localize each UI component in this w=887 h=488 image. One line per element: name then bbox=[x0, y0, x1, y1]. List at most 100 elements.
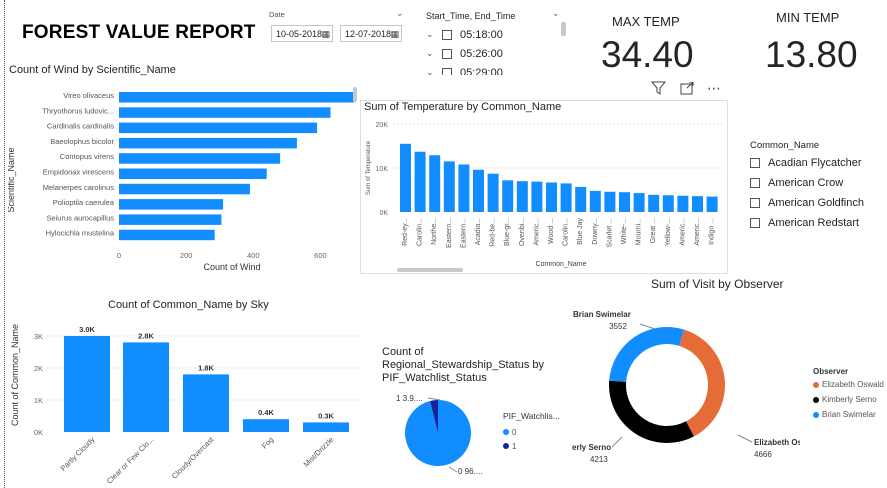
bar bbox=[119, 168, 267, 179]
tick-label: Carolin... bbox=[417, 218, 424, 246]
legend-dot bbox=[813, 411, 819, 418]
focus-mode-icon[interactable] bbox=[680, 81, 694, 100]
donut-legend: Elizabeth Oswald Kimberly Serno Brian Sw… bbox=[813, 377, 884, 422]
y-axis-title: Scientific_Name bbox=[8, 147, 16, 212]
checkbox[interactable] bbox=[442, 67, 452, 75]
legend-label: Kimberly Serno bbox=[822, 395, 877, 404]
start-date-input[interactable]: 10-05-2018 ▦ bbox=[271, 25, 333, 42]
tick-label: Mourni... bbox=[636, 218, 643, 245]
bar bbox=[119, 153, 281, 164]
min-temp-value: 13.80 bbox=[765, 34, 858, 75]
bar bbox=[546, 182, 557, 212]
tick-label: Eastern... bbox=[446, 218, 453, 248]
tick-label: Wood ... bbox=[548, 218, 555, 244]
leader-line bbox=[611, 436, 623, 448]
pie-slice bbox=[429, 400, 438, 433]
donut-slice bbox=[679, 329, 725, 437]
more-options-icon[interactable]: ⋯ bbox=[707, 80, 722, 96]
legend-dot bbox=[813, 381, 819, 388]
chevron-down-icon[interactable]: ⌄ bbox=[426, 29, 434, 39]
bar bbox=[183, 374, 229, 432]
stewardship-chart-title: Count of Regional_Stewardship_Status by … bbox=[382, 346, 545, 384]
legend-dot bbox=[503, 429, 509, 435]
scrollbar[interactable] bbox=[397, 268, 463, 272]
common-name-slicer-item[interactable]: American Crow bbox=[750, 173, 864, 193]
bar bbox=[706, 196, 718, 212]
chevron-down-icon[interactable]: ⌄ bbox=[426, 67, 434, 75]
legend-item[interactable]: Kimberly Serno bbox=[813, 392, 884, 407]
legend-label: 1 bbox=[512, 441, 517, 451]
tick-label: Cardinalis cardinalis bbox=[47, 122, 114, 131]
scrollbar[interactable] bbox=[353, 87, 357, 102]
checkbox[interactable] bbox=[750, 158, 760, 168]
tick-label: Blue Jay bbox=[577, 218, 584, 245]
tick-label: 400 bbox=[247, 251, 260, 260]
tick-label: Melanerpes carolinus bbox=[43, 183, 115, 192]
common-name-slicer-item[interactable]: American Goldfinch bbox=[750, 193, 864, 213]
tick-label: Hylocichla mustelina bbox=[46, 229, 115, 238]
checkbox[interactable] bbox=[442, 48, 452, 59]
filter-icon[interactable] bbox=[650, 81, 667, 100]
legend-item[interactable]: Brian Swimelar bbox=[813, 407, 884, 422]
bar bbox=[473, 169, 484, 212]
time-slicer-item[interactable]: ⌄ 05:18:00 bbox=[426, 25, 556, 44]
sky-chart-title: Count of Common_Name by Sky bbox=[108, 299, 269, 311]
tick-label: Thryothorus ludovic... bbox=[42, 106, 114, 115]
bar bbox=[64, 336, 110, 432]
bar bbox=[119, 137, 297, 149]
bar bbox=[119, 214, 222, 225]
checkbox[interactable] bbox=[442, 29, 452, 40]
legend-dot bbox=[813, 396, 819, 403]
tick-label: Carolin... bbox=[563, 218, 570, 246]
time-slicer-label: Start_Time, End_Time bbox=[426, 11, 516, 21]
time-slicer-item-label: 05:29:00 bbox=[460, 66, 503, 76]
common-name-slicer-item[interactable]: Acadian Flycatcher bbox=[750, 153, 864, 173]
stewardship-pie-chart: 1 3.9.... 0 96.... bbox=[396, 394, 482, 476]
tick-label: Americ... bbox=[694, 218, 701, 246]
tick-label: Baeolophus bicolor bbox=[50, 137, 114, 146]
tick-label: 20K bbox=[376, 122, 389, 129]
tick-label: Mist/Drizzle bbox=[302, 435, 336, 469]
tick-label: Empidonax virescens bbox=[43, 168, 115, 177]
checkbox[interactable] bbox=[750, 178, 760, 188]
donut-slice bbox=[609, 380, 694, 443]
tick-label: Polioptila caerulea bbox=[53, 198, 115, 207]
legend-item[interactable]: 1 bbox=[503, 439, 516, 453]
y-axis-title: Sum of Temperature bbox=[366, 140, 372, 195]
time-slicer-item[interactable]: ⌄ 05:29:00 bbox=[426, 63, 556, 75]
bar bbox=[303, 422, 349, 432]
common-name-slicer-item-label: Acadian Flycatcher bbox=[768, 157, 862, 169]
bar bbox=[119, 229, 215, 241]
observer-donut-chart: Brian Swimelar 3552 Elizabeth Os... 4666 erl… bbox=[572, 310, 800, 464]
bar bbox=[560, 183, 572, 212]
tick-label: Great ... bbox=[650, 218, 657, 243]
chevron-down-icon[interactable]: ⌄ bbox=[426, 48, 434, 58]
legend-item[interactable]: 0 bbox=[503, 425, 516, 439]
checkbox[interactable] bbox=[750, 198, 760, 208]
tick-label: Contopus virens bbox=[60, 152, 114, 161]
end-date-input[interactable]: 12-07-2018 ▦ bbox=[340, 25, 402, 42]
bar bbox=[662, 195, 674, 212]
x-axis-title: Common_Name bbox=[536, 261, 587, 268]
tick-label: Fog bbox=[260, 435, 276, 451]
time-slicer-item[interactable]: ⌄ 05:26:00 bbox=[426, 44, 556, 63]
bar bbox=[516, 181, 528, 212]
legend-item[interactable]: Elizabeth Oswald bbox=[813, 377, 884, 392]
report-title: FOREST VALUE REPORT bbox=[22, 22, 256, 43]
common-name-slicer-item[interactable]: American Redstart bbox=[750, 213, 864, 233]
bar bbox=[119, 199, 224, 210]
tick-label: Red-ey... bbox=[402, 218, 409, 246]
calendar-icon[interactable]: ▦ bbox=[321, 29, 330, 39]
bar bbox=[692, 196, 703, 212]
tick-label: Partly Cloudy bbox=[59, 435, 97, 473]
donut-slice bbox=[609, 327, 685, 382]
scrollbar[interactable] bbox=[561, 22, 566, 36]
chevron-down-icon[interactable]: ⌄ bbox=[396, 8, 404, 18]
max-temp-label: MAX TEMP bbox=[612, 14, 680, 29]
checkbox[interactable] bbox=[750, 218, 760, 228]
tick-label: 1K bbox=[34, 396, 43, 405]
chevron-down-icon[interactable]: ⌄ bbox=[552, 8, 560, 18]
data-label: 0 96.... bbox=[458, 467, 482, 476]
calendar-icon[interactable]: ▦ bbox=[390, 29, 399, 39]
temperature-chart-frame bbox=[360, 100, 728, 274]
